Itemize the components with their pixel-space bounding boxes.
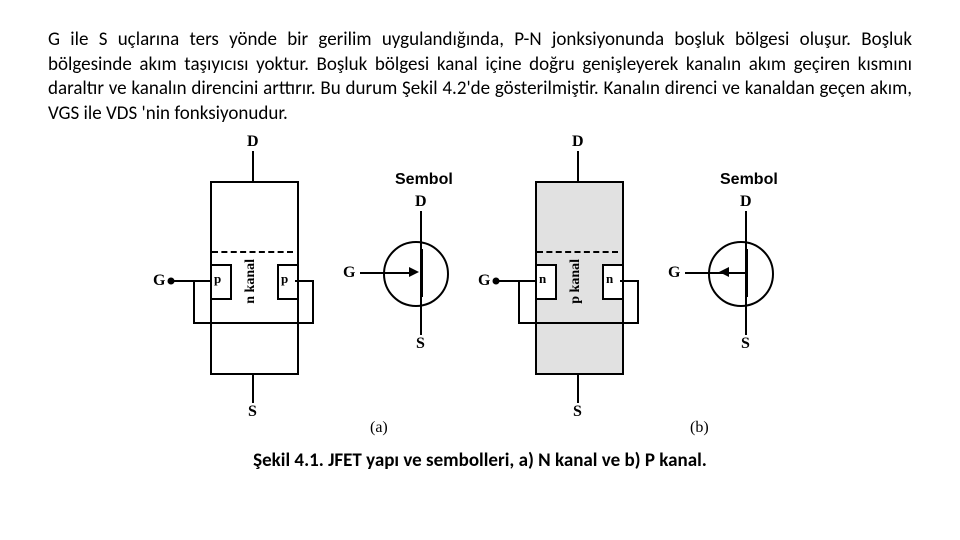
a-p-right-label: p bbox=[281, 271, 288, 287]
b-symbol-s-lead bbox=[745, 295, 747, 335]
a-drain-lead bbox=[252, 151, 254, 181]
b-depletion-dash bbox=[537, 251, 618, 253]
a-drain-label: D bbox=[247, 133, 259, 151]
b-gate-label: G bbox=[478, 272, 490, 290]
b-symbol-g-label: G bbox=[668, 264, 680, 282]
a-p-left-label: p bbox=[214, 271, 221, 287]
a-source-lead bbox=[252, 373, 254, 403]
a-symbol-s-lead bbox=[420, 295, 422, 335]
b-gate-right-stub bbox=[620, 280, 637, 282]
b-drain-label: D bbox=[572, 133, 584, 151]
b-symbol-g-lead bbox=[685, 272, 745, 274]
b-symbol-d-lead bbox=[745, 211, 747, 251]
b-gate-terminal bbox=[493, 277, 500, 284]
b-symbol-g-arrow bbox=[719, 267, 729, 277]
b-symbol-s-label: S bbox=[741, 335, 750, 353]
a-source-label: S bbox=[248, 403, 257, 421]
page: G ile S uçlarına ters yönde bir gerilim … bbox=[0, 0, 960, 482]
a-symbol-d-lead bbox=[420, 211, 422, 251]
b-symbol-d-label: D bbox=[740, 193, 752, 211]
b-gate-right-down bbox=[637, 280, 639, 322]
b-n-right-label: n bbox=[606, 271, 613, 287]
b-symbol-title: Sembol bbox=[720, 171, 778, 189]
a-gate-label: G bbox=[153, 272, 165, 290]
b-channel-label: p kanal bbox=[568, 259, 584, 304]
a-symbol-title: Sembol bbox=[395, 171, 453, 189]
a-gate-left-down bbox=[193, 280, 195, 322]
a-symbol-d-label: D bbox=[415, 193, 427, 211]
a-channel-label: n kanal bbox=[243, 259, 259, 304]
a-depletion-dash bbox=[212, 251, 293, 253]
b-gate-left-down bbox=[518, 280, 520, 322]
b-gate-bottom bbox=[518, 322, 639, 324]
subfigure-a-label: (a) bbox=[370, 419, 388, 437]
subfigure-b-label: (b) bbox=[690, 419, 709, 437]
b-drain-lead bbox=[577, 151, 579, 181]
b-source-label: S bbox=[573, 403, 582, 421]
b-symbol-circle bbox=[708, 241, 774, 307]
a-gate-bottom bbox=[193, 322, 314, 324]
a-gate-right-stub bbox=[295, 280, 312, 282]
a-gate-right-down bbox=[312, 280, 314, 322]
a-symbol-g-arrow bbox=[409, 267, 419, 277]
a-symbol-g-label: G bbox=[343, 264, 355, 282]
b-source-lead bbox=[577, 373, 579, 403]
a-symbol-g-lead bbox=[360, 272, 409, 274]
a-symbol-channel bbox=[420, 249, 423, 297]
a-gate-terminal bbox=[168, 277, 175, 284]
b-symbol-channel bbox=[745, 249, 748, 297]
figure-caption: Şekil 4.1. JFET yapı ve sembolleri, a) N… bbox=[48, 449, 912, 472]
b-n-left-label: n bbox=[539, 271, 546, 287]
body-paragraph: G ile S uçlarına ters yönde bir gerilim … bbox=[48, 28, 912, 127]
b-gate-left-stub bbox=[518, 280, 535, 282]
a-symbol-s-label: S bbox=[416, 335, 425, 353]
figure-4-1: D S p p n kanal G Sembol D S bbox=[165, 141, 795, 441]
a-gate-left-stub bbox=[193, 280, 210, 282]
